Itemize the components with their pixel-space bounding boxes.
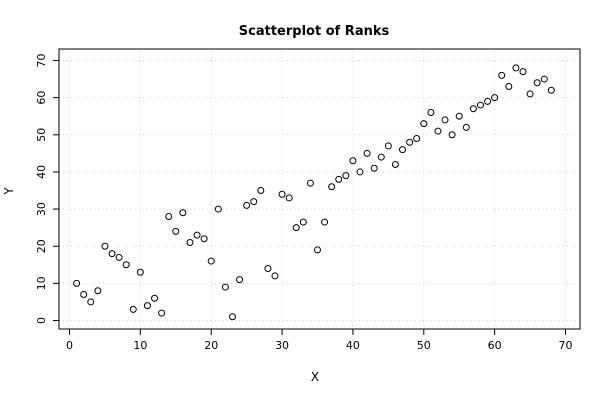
y-axis: 0 10 20 30 40 50 60 70 [35, 54, 59, 324]
data-point [271, 272, 279, 280]
x-tick-label: 70 [559, 339, 573, 352]
data-point [540, 75, 548, 83]
y-tick-label: 50 [35, 128, 48, 142]
x-tick-label: 40 [346, 339, 360, 352]
data-point [547, 86, 555, 94]
data-point [519, 68, 527, 76]
data-point [221, 283, 229, 291]
data-point [186, 239, 194, 246]
data-point [264, 265, 272, 272]
data-point [228, 313, 236, 321]
x-tick-label: 50 [417, 339, 431, 352]
data-point [342, 172, 350, 180]
data-point [122, 261, 130, 269]
data-points [73, 64, 555, 321]
data-point [285, 194, 293, 202]
data-point [512, 64, 520, 72]
y-tick-label: 0 [35, 317, 48, 324]
data-point [448, 131, 456, 139]
data-point [306, 179, 314, 187]
data-point [136, 268, 144, 276]
data-point [434, 127, 442, 135]
data-point [299, 218, 307, 226]
data-point [179, 209, 187, 217]
data-point [469, 105, 477, 113]
data-point [441, 116, 449, 124]
x-tick-label: 60 [488, 339, 502, 352]
data-point [476, 101, 484, 109]
data-point [108, 250, 116, 258]
data-point [80, 291, 88, 298]
data-point [533, 79, 541, 87]
data-point [484, 97, 492, 105]
data-point [292, 224, 300, 232]
data-point [236, 276, 244, 284]
data-point [413, 135, 421, 142]
data-point [377, 153, 385, 161]
data-point [200, 235, 208, 243]
data-point [158, 309, 166, 317]
data-point [384, 142, 392, 150]
y-tick-label: 60 [35, 91, 48, 105]
data-point [335, 175, 343, 183]
data-point [420, 120, 428, 128]
y-tick-label: 20 [35, 239, 48, 253]
data-point [101, 242, 109, 250]
data-point [314, 246, 321, 254]
data-point [172, 227, 180, 235]
data-point [491, 94, 499, 102]
data-point [498, 71, 506, 79]
data-point [129, 305, 137, 313]
data-point [207, 257, 215, 265]
grid [59, 49, 580, 329]
y-tick-label: 70 [35, 54, 48, 68]
y-tick-label: 10 [35, 276, 48, 290]
x-axis: 0 10 20 30 40 50 60 70 [66, 329, 573, 352]
data-point [406, 138, 414, 146]
data-point [321, 218, 329, 226]
x-tick-label: 0 [66, 339, 73, 352]
plot-frame [58, 48, 581, 330]
data-point [257, 187, 265, 194]
data-point [73, 279, 81, 287]
data-point [349, 157, 357, 165]
data-point [328, 183, 336, 191]
data-point [455, 112, 463, 120]
data-point [356, 168, 364, 176]
y-axis-label: Y [2, 187, 16, 196]
y-tick-label: 40 [35, 165, 48, 179]
x-tick-label: 10 [133, 339, 147, 352]
data-point [399, 146, 407, 154]
data-point [370, 164, 378, 172]
x-tick-label: 20 [204, 339, 218, 352]
data-point [115, 253, 123, 261]
data-point [151, 294, 159, 302]
data-point [94, 287, 102, 295]
data-point [462, 123, 470, 131]
data-point [250, 198, 258, 206]
data-point [87, 298, 95, 306]
x-axis-label: X [311, 370, 319, 384]
data-point [243, 201, 251, 209]
y-tick-label: 30 [35, 202, 48, 216]
data-point [278, 190, 286, 198]
data-point [165, 213, 173, 220]
data-point [391, 161, 399, 168]
data-point [193, 231, 201, 239]
data-point [427, 109, 435, 116]
data-point [505, 83, 513, 90]
x-tick-label: 30 [275, 339, 289, 352]
data-point [363, 149, 371, 157]
data-point [214, 205, 222, 213]
data-point [526, 90, 534, 98]
data-point [143, 302, 151, 310]
chart-title: Scatterplot of Ranks [239, 24, 390, 39]
